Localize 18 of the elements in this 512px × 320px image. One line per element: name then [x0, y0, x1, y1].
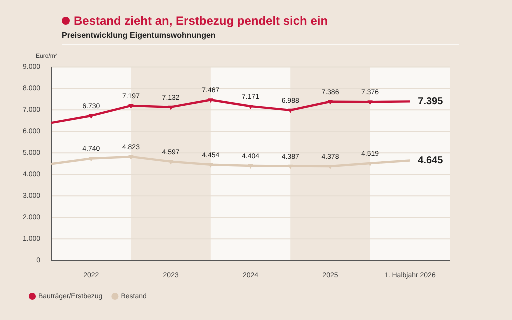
point — [128, 155, 134, 160]
point — [208, 98, 214, 104]
point — [168, 160, 174, 165]
point — [128, 104, 134, 109]
point — [248, 105, 254, 110]
point — [368, 162, 373, 166]
point — [328, 100, 334, 105]
data-label: 7.395 — [418, 96, 444, 108]
chart-subtitle: Preisentwicklung Eigentumswohnungen — [62, 31, 459, 45]
point — [88, 157, 94, 162]
point — [248, 164, 254, 169]
point — [208, 163, 214, 168]
point — [168, 106, 174, 110]
data-label: 4.645 — [418, 156, 444, 167]
point — [288, 108, 294, 114]
point — [328, 165, 334, 170]
point — [368, 100, 373, 106]
chart-title: Bestand zieht an, Erstbezug pendelt sich ein — [74, 14, 328, 28]
